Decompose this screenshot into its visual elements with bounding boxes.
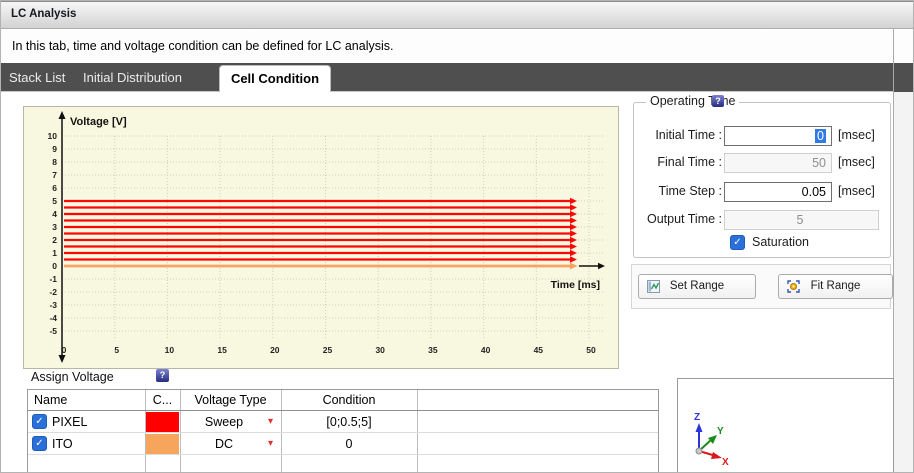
svg-text:35: 35 bbox=[428, 345, 438, 355]
initial-time-unit: [msec] bbox=[838, 128, 875, 142]
ito-name: ITO bbox=[52, 437, 73, 451]
pixel-voltage-type-dropdown-icon[interactable]: ▾ bbox=[268, 416, 274, 427]
ito-enabled-checkbox[interactable]: ✓ bbox=[32, 436, 47, 451]
range-button-panel: Set Range Fit Range bbox=[631, 264, 893, 309]
svg-text:4: 4 bbox=[52, 209, 57, 219]
3d-viewport[interactable]: Z Y X bbox=[677, 378, 894, 472]
set-range-label: Set Range bbox=[669, 280, 725, 292]
saturation-checkbox[interactable]: ✓ bbox=[730, 235, 745, 250]
svg-text:30: 30 bbox=[375, 345, 385, 355]
svg-text:7: 7 bbox=[52, 170, 57, 180]
col-header-name: Name bbox=[34, 393, 68, 407]
voltage-time-chart[interactable]: Voltage [V] 10 9 8 7 6 5 4 3 2 1 0 -1 -2 -3 -4 -5 0 5 10 15 2… bbox=[23, 106, 619, 369]
svg-text:40: 40 bbox=[481, 345, 491, 355]
time-step-label: Time Step : bbox=[658, 184, 722, 198]
final-time-unit: [msec] bbox=[838, 155, 875, 169]
pixel-name: PIXEL bbox=[52, 415, 88, 429]
axis-x-label: X bbox=[722, 457, 729, 468]
tabbar-right-strip bbox=[894, 63, 913, 92]
svg-text:Time [ms]: Time [ms] bbox=[551, 279, 600, 291]
saturation-label: Saturation bbox=[752, 235, 809, 249]
set-range-icon bbox=[647, 280, 660, 293]
final-time-input: 50 bbox=[724, 153, 832, 173]
svg-text:50: 50 bbox=[586, 345, 596, 355]
svg-text:10: 10 bbox=[165, 345, 175, 355]
svg-text:-3: -3 bbox=[49, 300, 57, 310]
svg-text:Voltage [V]: Voltage [V] bbox=[70, 116, 127, 128]
window-title: LC Analysis bbox=[11, 8, 77, 20]
final-time-label: Final Time : bbox=[657, 155, 722, 169]
table-row-ito[interactable]: ✓ ITO DC ▾ 0 bbox=[28, 433, 658, 455]
svg-text:3: 3 bbox=[52, 222, 57, 232]
svg-text:-2: -2 bbox=[49, 287, 57, 297]
tab-cell-condition[interactable]: Cell Condition bbox=[219, 65, 331, 92]
time-step-unit: [msec] bbox=[838, 184, 875, 198]
tab-initial-distribution[interactable]: Initial Distribution bbox=[83, 70, 182, 85]
operating-time-help-icon[interactable]: ? bbox=[712, 95, 724, 107]
fit-range-label: Fit Range bbox=[810, 280, 861, 292]
pixel-enabled-checkbox[interactable]: ✓ bbox=[32, 414, 47, 429]
tab-bar: Stack List Initial Distribution Cell Con… bbox=[1, 63, 913, 92]
initial-time-value: 0 bbox=[815, 129, 826, 143]
svg-text:5: 5 bbox=[114, 345, 119, 355]
svg-text:1: 1 bbox=[52, 248, 57, 258]
fit-range-button[interactable]: Fit Range bbox=[778, 274, 893, 299]
ito-color-swatch[interactable] bbox=[146, 434, 179, 454]
svg-text:-1: -1 bbox=[49, 274, 57, 284]
title-bar: LC Analysis bbox=[1, 1, 913, 29]
operating-time-group: Operating Time ? Initial Time : 0 [msec]… bbox=[633, 94, 891, 258]
assign-voltage-table: Name C... Voltage Type Condition ✓ PIXEL… bbox=[27, 389, 659, 472]
ito-condition[interactable]: 0 bbox=[345, 437, 353, 451]
svg-text:-5: -5 bbox=[49, 326, 57, 336]
ito-voltage-type[interactable]: DC bbox=[214, 437, 234, 451]
ito-voltage-type-dropdown-icon[interactable]: ▾ bbox=[268, 438, 274, 449]
svg-text:10: 10 bbox=[48, 131, 58, 141]
svg-text:20: 20 bbox=[270, 345, 280, 355]
svg-text:5: 5 bbox=[52, 196, 57, 206]
svg-text:45: 45 bbox=[534, 345, 544, 355]
fit-range-icon bbox=[787, 280, 800, 293]
initial-time-input[interactable]: 0 bbox=[724, 126, 832, 146]
description-text: In this tab, time and voltage condition … bbox=[12, 39, 394, 53]
table-row-pixel[interactable]: ✓ PIXEL Sweep ▾ [0;0.5;5] bbox=[28, 411, 658, 433]
svg-text:6: 6 bbox=[52, 183, 57, 193]
initial-time-label: Initial Time : bbox=[655, 128, 722, 142]
tab-stack-list[interactable]: Stack List bbox=[9, 70, 66, 85]
description-bar: In this tab, time and voltage condition … bbox=[1, 30, 913, 63]
table-header-row: Name C... Voltage Type Condition bbox=[28, 390, 658, 411]
svg-text:0: 0 bbox=[52, 261, 57, 271]
pixel-condition[interactable]: [0;0.5;5] bbox=[326, 415, 372, 429]
axis-z-label: Z bbox=[694, 412, 700, 423]
pixel-color-swatch[interactable] bbox=[146, 412, 179, 432]
svg-text:0: 0 bbox=[62, 345, 67, 355]
col-header-condition: Condition bbox=[322, 393, 376, 407]
time-step-input[interactable]: 0.05 bbox=[724, 182, 832, 202]
svg-text:15: 15 bbox=[217, 345, 227, 355]
right-strip bbox=[894, 92, 913, 472]
output-time-input: 5 bbox=[724, 210, 879, 230]
set-range-button[interactable]: Set Range bbox=[638, 274, 756, 299]
col-header-voltage-type: Voltage Type bbox=[194, 393, 267, 407]
svg-text:-4: -4 bbox=[49, 313, 57, 323]
assign-voltage-help-icon[interactable]: ? bbox=[156, 369, 169, 382]
operating-time-title: Operating Time bbox=[646, 94, 740, 108]
col-header-color: C... bbox=[152, 393, 173, 407]
output-time-label: Output Time : bbox=[646, 212, 722, 226]
svg-text:9: 9 bbox=[52, 144, 57, 154]
pixel-voltage-type[interactable]: Sweep bbox=[204, 415, 244, 429]
svg-text:8: 8 bbox=[52, 157, 57, 167]
svg-text:2: 2 bbox=[52, 235, 57, 245]
assign-voltage-title: Assign Voltage bbox=[31, 370, 114, 384]
axis-triad-icon: Z Y X bbox=[694, 412, 729, 468]
panel-divider[interactable] bbox=[893, 29, 894, 472]
axis-y-label: Y bbox=[717, 426, 724, 437]
svg-text:25: 25 bbox=[323, 345, 333, 355]
